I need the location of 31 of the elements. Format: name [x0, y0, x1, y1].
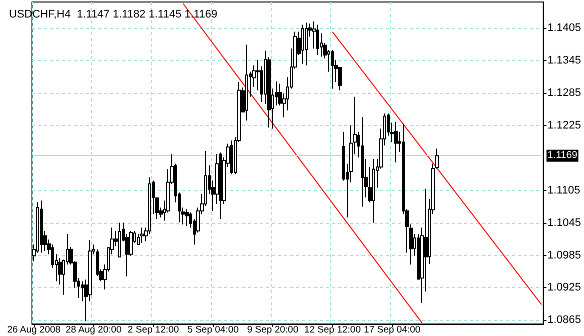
y-tick-label: 1.1225	[547, 119, 582, 132]
x-tick-label: 17 Sep 04:00	[364, 324, 420, 336]
candlestick	[305, 22, 308, 66]
y-tick-label: 1.0865	[547, 314, 582, 326]
candlestick	[40, 200, 43, 254]
candlestick	[140, 227, 144, 244]
y-tick-label: 1.0925	[547, 282, 582, 294]
x-tick-label: 26 Aug 2008	[7, 324, 61, 336]
y-tick-label: 1.1045	[547, 216, 582, 229]
candlestick	[316, 24, 319, 56]
y-tick-label: 1.0985	[547, 249, 582, 262]
candlestick	[394, 122, 398, 163]
y-tick-label: 1.1285	[547, 86, 582, 99]
x-tick-label: 2 Sep 12:00	[128, 324, 179, 336]
x-tick-label: 12 Sep 12:00	[304, 324, 361, 336]
candlestick	[230, 140, 233, 175]
candlestick	[372, 158, 375, 224]
candlestick	[245, 44, 248, 122]
candlestick	[361, 116, 364, 208]
candlestick	[185, 208, 189, 227]
x-tick-label: 9 Sep 20:00	[247, 324, 298, 336]
candlestick	[219, 152, 222, 220]
candlestick	[118, 222, 121, 258]
y-tick-label: 1.1345	[547, 54, 582, 66]
y-tick-label: 1.1105	[547, 184, 580, 196]
y-tick-label: 1.1405	[547, 22, 582, 34]
x-tick-label: 5 Sep 04:00	[187, 324, 239, 336]
ref-line-label: 1.1169	[547, 150, 578, 162]
x-tick-label: 28 Aug 20:00	[66, 324, 122, 336]
candlestick	[331, 50, 334, 90]
candlestick	[301, 24, 304, 64]
